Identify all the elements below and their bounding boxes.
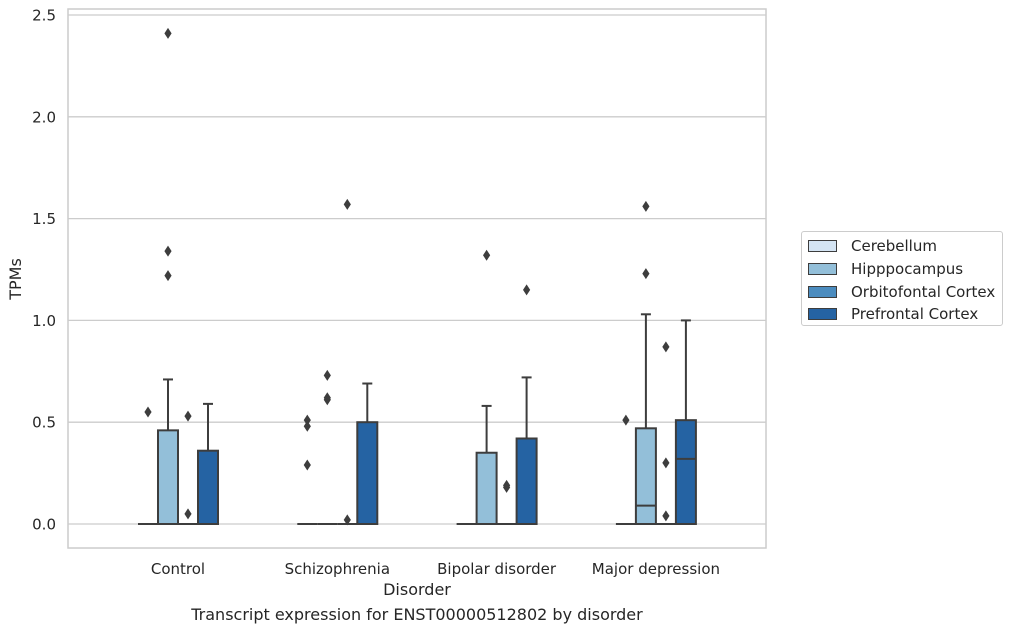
- x-tick-label: Schizophrenia: [285, 560, 390, 578]
- outlier-point: [642, 200, 650, 212]
- outlier-point: [662, 457, 670, 469]
- outlier-point: [662, 341, 670, 353]
- box-rect: [197, 449, 219, 526]
- y-tick-label: 1.5: [32, 210, 56, 228]
- y-tick-label: 0.0: [32, 516, 56, 534]
- outlier-point: [323, 369, 331, 381]
- legend-label: Cerebellum: [851, 237, 937, 256]
- plot-frame: [67, 8, 767, 549]
- outlier-point: [164, 245, 172, 257]
- legend-swatch-orbitofrontal-cortex: [808, 285, 837, 298]
- outlier-point: [343, 198, 351, 210]
- legend-item-orbitofrontal-cortex: Orbitofontal Cortex: [808, 280, 1002, 303]
- x-tick-label: Major depression: [592, 560, 720, 578]
- legend-label: Hipppocampus: [851, 260, 964, 279]
- outlier-point: [642, 268, 650, 280]
- outlier-point: [303, 459, 311, 471]
- outlier-point: [144, 406, 152, 418]
- chart-caption: Transcript expression for ENST0000051280…: [191, 605, 643, 624]
- y-axis-title: TPMs: [6, 258, 25, 301]
- outliers: [144, 27, 670, 526]
- legend: Cerebellum Hipppocampus Orbitofontal Cor…: [801, 231, 1003, 326]
- outlier-point: [184, 410, 192, 422]
- outlier-point: [503, 479, 511, 491]
- legend-item-hippocampus: Hipppocampus: [808, 258, 1002, 281]
- outlier-point: [622, 414, 630, 426]
- legend-label: Orbitofontal Cortex: [851, 282, 996, 301]
- box-rect: [475, 451, 498, 525]
- box-rect: [157, 429, 179, 525]
- x-axis-title: Disorder: [383, 580, 451, 599]
- outlier-point: [523, 284, 531, 296]
- legend-label: Prefrontal Cortex: [851, 305, 979, 324]
- outlier-point: [323, 392, 331, 404]
- y-tick-label: 2.5: [32, 7, 56, 25]
- y-tick-label: 1.0: [32, 312, 56, 330]
- outlier-point: [164, 27, 172, 39]
- box-rect: [356, 421, 379, 526]
- x-tick-label: Bipolar disorder: [437, 560, 557, 578]
- box-rect: [515, 437, 538, 526]
- outlier-point: [184, 508, 192, 520]
- y-tick-label: 2.0: [32, 108, 56, 126]
- y-tick-labels: 0.0 0.5 1.0 1.5 2.0 2.5: [32, 7, 56, 534]
- boxes: [138, 313, 697, 526]
- outlier-point: [303, 414, 311, 426]
- outlier-point: [343, 514, 351, 526]
- x-tick-labels: Control Schizophrenia Bipolar disorder Majo…: [151, 560, 720, 578]
- x-tick-label: Control: [151, 560, 205, 578]
- outlier-point: [164, 270, 172, 282]
- legend-swatch-prefrontal-cortex: [808, 308, 837, 321]
- outlier-point: [483, 249, 491, 261]
- outlier-point: [662, 510, 670, 522]
- legend-swatch-hippocampus: [808, 263, 837, 276]
- legend-swatch-cerebellum: [808, 240, 837, 253]
- box-rect: [674, 419, 697, 525]
- y-tick-label: 0.5: [32, 414, 56, 432]
- legend-item-prefrontal-cortex: Prefrontal Cortex: [808, 303, 1002, 326]
- box-rect: [634, 427, 657, 526]
- outlier-point: [303, 420, 311, 432]
- legend-item-cerebellum: Cerebellum: [808, 235, 1002, 258]
